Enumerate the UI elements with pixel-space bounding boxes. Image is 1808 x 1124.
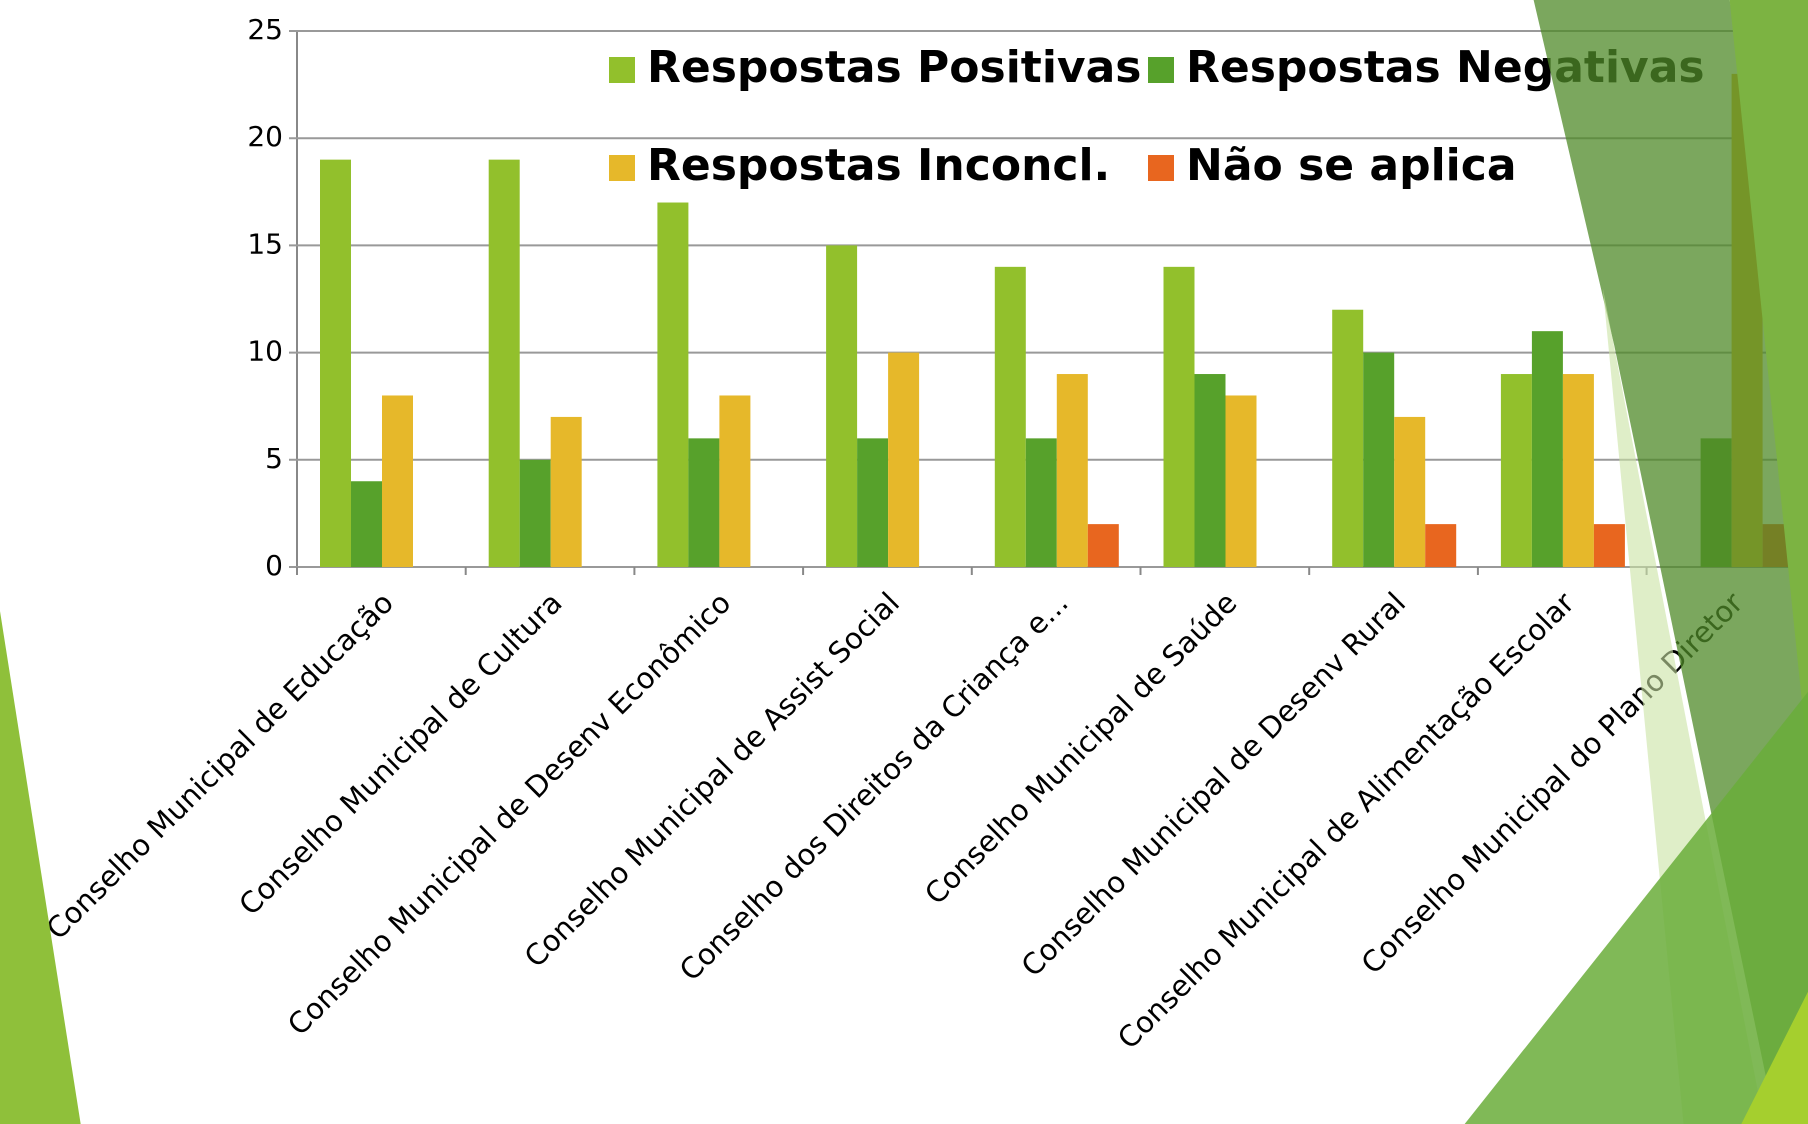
x-tick-label: Conselho Municipal de Educação	[39, 586, 399, 946]
y-tick-label: 25	[247, 13, 283, 46]
x-tick-label: Conselho Municipal de Desenv Rural	[1015, 586, 1413, 984]
bar	[1594, 524, 1625, 567]
chart: 0 5 10 15 20 25 Conselho Municipal de Educação…	[0, 0, 1808, 1124]
bar	[719, 395, 750, 567]
bar	[1057, 374, 1088, 567]
bar	[888, 353, 919, 567]
y-tick-label: 20	[247, 120, 283, 153]
bar	[1164, 267, 1195, 567]
bar	[857, 438, 888, 567]
bar	[489, 160, 520, 567]
bar	[688, 438, 719, 567]
legend-swatch	[609, 155, 635, 181]
x-tick-label: Conselho Municipal de Saúde	[918, 586, 1243, 911]
bar	[351, 481, 382, 567]
bar	[382, 395, 413, 567]
legend-swatch	[1148, 155, 1174, 181]
legend-swatch	[609, 57, 635, 83]
bar	[1563, 374, 1594, 567]
bar	[1226, 395, 1257, 567]
bar	[657, 203, 688, 567]
bar	[320, 160, 351, 567]
y-tick-label: 0	[265, 549, 283, 582]
bar	[551, 417, 582, 567]
plot: 0 5 10 15 20 25 Conselho Municipal de Educação…	[39, 13, 1808, 1056]
legend-label: Respostas Positivas	[647, 42, 1141, 93]
legend-label: Não se aplica	[1186, 140, 1517, 191]
bar	[1332, 310, 1363, 567]
deco-shape	[0, 611, 81, 1124]
x-tick-label: Conselho dos Direitos da Criança e...	[673, 586, 1075, 988]
bar	[826, 245, 857, 567]
y-tick-label: 5	[265, 442, 283, 475]
bar	[520, 460, 551, 567]
y-tick-label: 10	[247, 335, 283, 368]
bar	[1501, 374, 1532, 567]
bar	[1394, 417, 1425, 567]
bar	[1026, 438, 1057, 567]
bar	[1088, 524, 1119, 567]
bar	[1532, 331, 1563, 567]
x-tick-label: Conselho Municipal de Cultura	[232, 586, 568, 922]
legend-label: Respostas Inconcl.	[647, 140, 1110, 191]
bar	[1425, 524, 1456, 567]
bar	[995, 267, 1026, 567]
bar	[1195, 374, 1226, 567]
legend-swatch	[1148, 57, 1174, 83]
x-tick-label: Conselho Municipal de Assist Social	[518, 586, 906, 974]
bar	[1363, 353, 1394, 567]
y-tick-label: 15	[247, 227, 283, 260]
